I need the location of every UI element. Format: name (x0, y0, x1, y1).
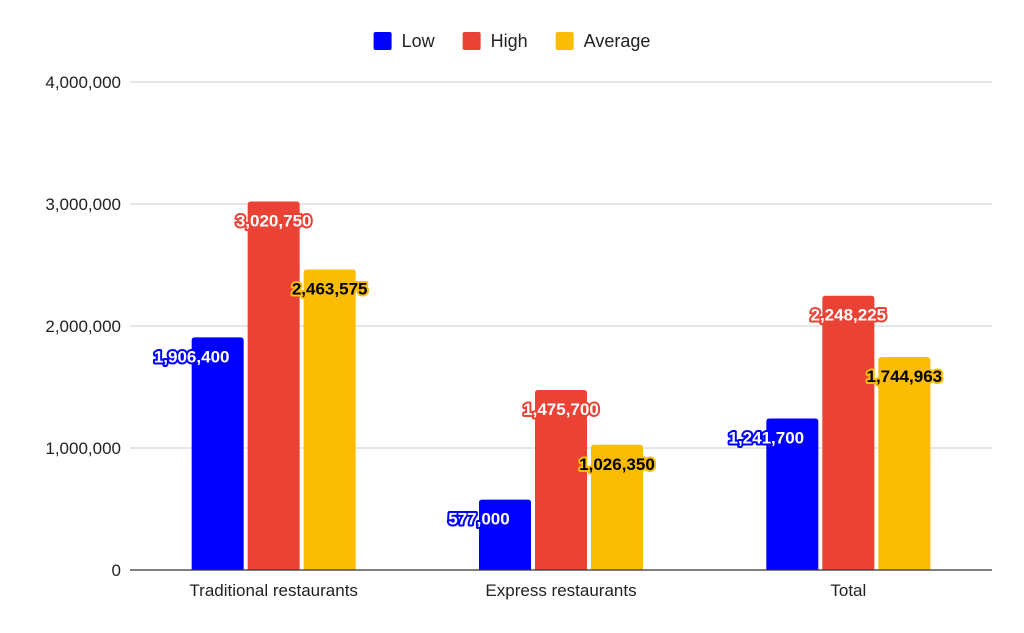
bar-high-1 (535, 389, 587, 570)
data-label-high-1: 1,475,700 (523, 400, 599, 419)
bars (191, 201, 931, 570)
y-tick-label: 1,000,000 (45, 439, 121, 458)
x-axis-categories: Traditional restaurants Express restauran… (189, 581, 866, 600)
x-category-label: Express restaurants (485, 581, 636, 600)
x-category-label: Total (830, 581, 866, 600)
data-label-low-1: 577,000 (448, 510, 509, 529)
legend-label-high: High (491, 31, 528, 51)
bar-high-0 (247, 201, 300, 570)
data-label-low-2: 1,241,700 (729, 429, 805, 448)
legend-swatch-average (555, 32, 574, 50)
data-labels: 1,906,400 3,020,750 2,463,575 577,000 1,475,… (152, 209, 944, 530)
legend-item-average: Average (555, 31, 651, 51)
legend-item-high: High (462, 31, 528, 51)
y-tick-label: 3,000,000 (45, 195, 121, 214)
y-axis-ticks: 0 1,000,000 2,000,000 3,000,000 4,000,000 (45, 73, 121, 580)
y-tick-label: 4,000,000 (45, 73, 121, 92)
data-label-high-0: 3,020,750 (236, 211, 312, 230)
bar-low-1 (479, 499, 531, 570)
data-label-average-0: 2,463,575 (292, 279, 368, 298)
x-category-label: Traditional restaurants (189, 581, 358, 600)
legend-swatch-high (462, 32, 481, 50)
legend: Low High Average (373, 31, 651, 51)
legend-label-low: Low (402, 31, 436, 51)
bar-average-1 (591, 444, 643, 570)
bar-low-2 (766, 418, 819, 570)
bar-average-2 (878, 357, 931, 570)
y-tick-label: 0 (112, 561, 121, 580)
data-label-high-2: 2,248,225 (811, 306, 887, 325)
data-label-average-2: 1,744,963 (867, 367, 943, 386)
legend-label-average: Average (584, 31, 651, 51)
bar-average-0 (303, 269, 356, 570)
data-label-low-0: 1,906,400 (154, 347, 230, 366)
bar-low-0 (191, 337, 244, 570)
legend-swatch-low (373, 32, 392, 50)
y-tick-label: 2,000,000 (45, 317, 121, 336)
legend-item-low: Low (373, 31, 436, 51)
data-label-average-1: 1,026,350 (579, 455, 655, 474)
bar-high-2 (822, 295, 875, 570)
